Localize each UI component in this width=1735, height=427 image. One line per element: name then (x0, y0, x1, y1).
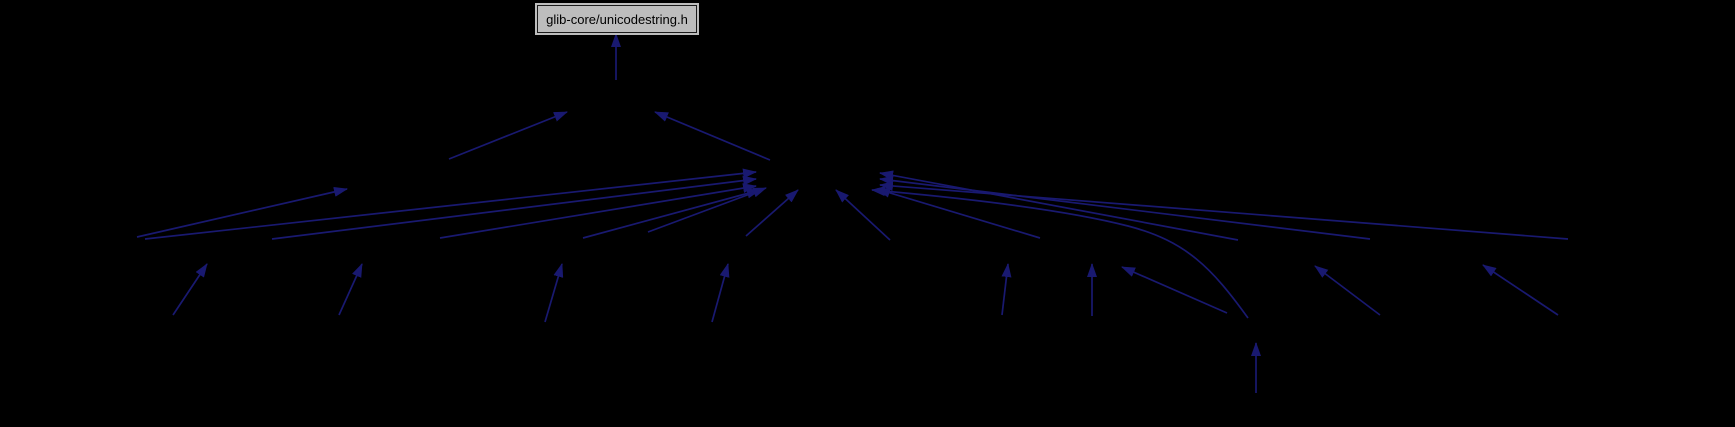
graph-edge (1001, 263, 1012, 316)
graph-edge (172, 263, 208, 316)
graph-edge (136, 187, 348, 238)
graph-edge (144, 168, 757, 240)
graph-node-main: glib-core/unicodestring.h (537, 5, 697, 33)
graph-node-main-label: glib-core/unicodestring.h (546, 11, 688, 27)
graph-edge (835, 189, 891, 241)
graph-edge (654, 111, 771, 161)
graph-edge (879, 181, 1569, 240)
graph-edge (439, 183, 757, 239)
graph-edge (338, 263, 363, 316)
graph-edge (647, 187, 767, 233)
graph-edge (879, 170, 1239, 241)
graph-edge (582, 188, 761, 239)
graph-edge (745, 189, 799, 237)
graph-edge (1121, 266, 1228, 314)
graph-edge (879, 175, 1371, 240)
graph-edge (1482, 264, 1559, 316)
graph-edge (271, 175, 757, 240)
graph-edge (871, 186, 1249, 319)
graph-edge (544, 263, 564, 323)
graph-edge (1314, 265, 1381, 316)
graph-edge (711, 263, 730, 323)
graph-edge (876, 187, 1041, 239)
graph-edge (448, 111, 568, 160)
